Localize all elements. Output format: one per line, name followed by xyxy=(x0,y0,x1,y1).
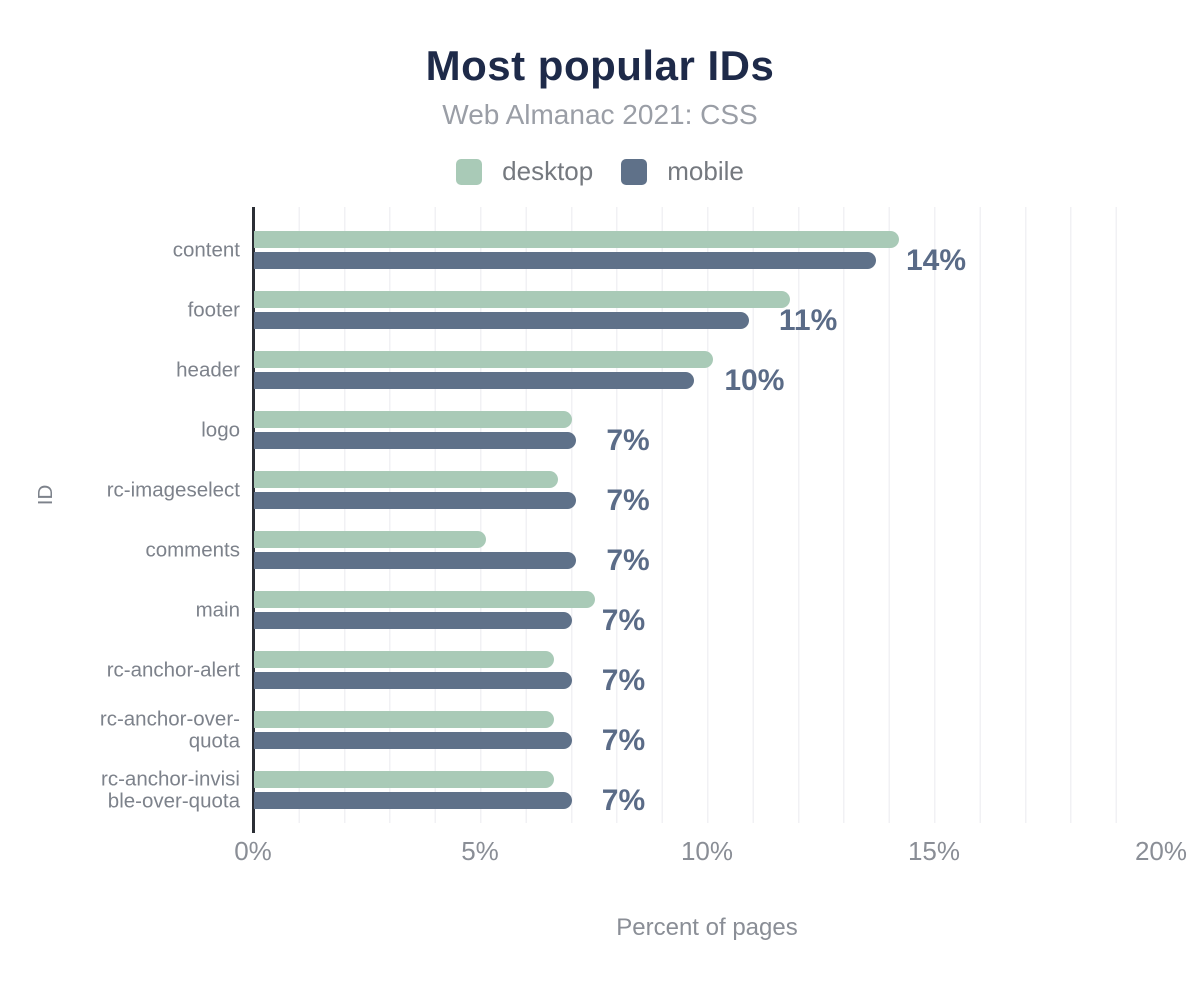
value-label-header: 10% xyxy=(724,363,785,397)
x-axis-title: Percent of pages xyxy=(616,914,798,941)
bar-desktop-footer xyxy=(254,291,790,308)
bar-mobile-header xyxy=(254,372,695,389)
value-label-content: 14% xyxy=(905,243,967,277)
value-label-comments: 7% xyxy=(606,543,650,577)
y-axis-label-rc-anchor-over-quota: rc-anchor-over-quota xyxy=(99,707,240,752)
bar-mobile-comments xyxy=(254,552,577,569)
page-subtitle: Web Almanac 2021: CSS xyxy=(442,99,758,130)
x-tick-label-15pct: 15% xyxy=(907,836,961,866)
value-label-rc-anchor-over-quota: 7% xyxy=(601,723,646,757)
value-label-rc-anchor-invisible-over-quota: 7% xyxy=(601,783,646,817)
bar-mobile-rc-anchor-alert xyxy=(254,672,572,689)
bar-mobile-rc-anchor-invisible-over-quota xyxy=(254,792,572,809)
value-label-main: 7% xyxy=(601,603,646,637)
x-tick-label-5pct: 5% xyxy=(461,836,499,866)
value-label-rc-anchor-alert: 7% xyxy=(601,663,646,697)
bar-desktop-logo xyxy=(254,411,572,428)
value-label-footer: 11% xyxy=(778,303,838,337)
bar-desktop-header xyxy=(254,351,713,368)
x-tick-label-10pct: 10% xyxy=(680,836,734,866)
y-axis-label-footer: footer xyxy=(187,298,240,322)
bar-desktop-rc-imageselect xyxy=(254,471,559,488)
y-axis-label-header: header xyxy=(176,358,240,382)
legend-label-desktop: desktop xyxy=(502,156,594,186)
value-label-rc-imageselect: 7% xyxy=(606,483,650,517)
x-tick-label-0pct: 0% xyxy=(234,836,272,866)
y-axis-title: ID xyxy=(34,484,57,506)
bar-mobile-logo xyxy=(254,432,577,449)
bar-mobile-content xyxy=(254,252,876,269)
legend-item-mobile: mobile xyxy=(621,156,744,187)
bar-desktop-main xyxy=(254,591,595,608)
y-axis-label-content: content xyxy=(172,238,240,262)
y-axis-label-rc-anchor-invisible-over-quota: rc-anchor-invisi ble-over-quota xyxy=(101,767,240,812)
bar-mobile-rc-imageselect xyxy=(254,492,577,509)
legend-item-desktop: desktop xyxy=(456,156,593,187)
bar-desktop-rc-anchor-alert xyxy=(254,651,554,668)
bar-mobile-rc-anchor-over-quota xyxy=(254,732,572,749)
bar-desktop-rc-anchor-over-quota xyxy=(254,711,554,728)
x-tick-label-20pct: 20% xyxy=(1134,836,1188,866)
bar-mobile-main xyxy=(254,612,572,629)
bar-desktop-rc-anchor-invisible-over-quota xyxy=(254,771,554,788)
y-axis-line xyxy=(252,207,255,833)
bar-mobile-footer xyxy=(254,312,749,329)
y-axis-label-main: main xyxy=(195,598,240,622)
y-axis-label-rc-imageselect: rc-imageselect xyxy=(106,478,240,502)
legend: desktop mobile xyxy=(0,156,1200,187)
bar-desktop-comments xyxy=(254,531,486,548)
y-axis-label-logo: logo xyxy=(201,418,240,442)
mobile-swatch-icon xyxy=(621,158,648,185)
y-axis-label-rc-anchor-alert: rc-anchor-alert xyxy=(106,658,240,682)
y-axis-label-comments: comments xyxy=(145,538,240,562)
bar-desktop-content xyxy=(254,231,899,248)
page-title: Most popular IDs xyxy=(425,42,775,89)
value-label-logo: 7% xyxy=(606,423,650,457)
legend-label-mobile: mobile xyxy=(667,156,744,186)
desktop-swatch-icon xyxy=(456,158,483,185)
